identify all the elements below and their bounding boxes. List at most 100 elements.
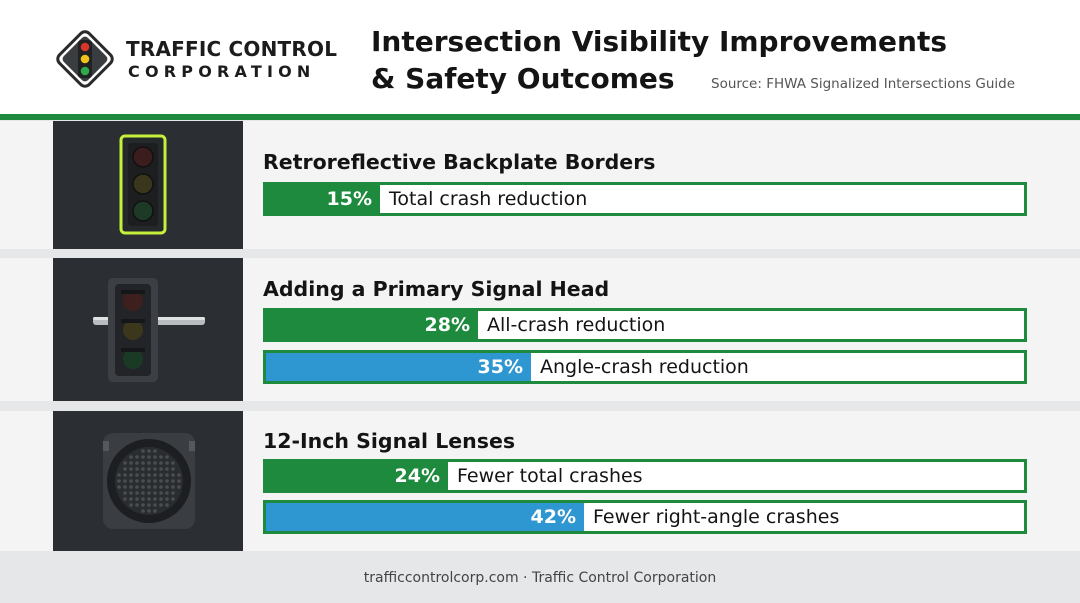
led-dot bbox=[165, 503, 169, 507]
led-dot bbox=[153, 449, 157, 453]
led-dot bbox=[123, 497, 127, 501]
led-dot bbox=[153, 479, 157, 483]
led-dot bbox=[135, 479, 139, 483]
led-dot bbox=[129, 455, 133, 459]
led-dot bbox=[165, 473, 169, 477]
led-dot bbox=[147, 485, 151, 489]
led-dot bbox=[165, 485, 169, 489]
bar-category-label: All-crash reduction bbox=[487, 314, 666, 336]
led-dot bbox=[153, 461, 157, 465]
thumbnail-signal-lens bbox=[53, 411, 243, 551]
led-dot bbox=[141, 455, 145, 459]
led-dot bbox=[129, 485, 133, 489]
pole-mounted-signal-head-icon bbox=[93, 278, 205, 382]
header: TRAFFIC CONTROL CORPORATION Intersection… bbox=[0, 0, 1080, 114]
page-title-line1: Intersection Visibility Improvements bbox=[371, 25, 948, 58]
led-dot bbox=[165, 461, 169, 465]
led-dot bbox=[153, 497, 157, 501]
led-dot bbox=[165, 491, 169, 495]
led-dot bbox=[141, 509, 145, 513]
traffic-light-with-reflective-border-icon bbox=[119, 134, 167, 235]
led-dot bbox=[147, 497, 151, 501]
led-dot bbox=[177, 479, 181, 483]
led-dot bbox=[135, 503, 139, 507]
led-dot bbox=[123, 461, 127, 465]
thumbnail-signal-head bbox=[53, 258, 243, 401]
bar-category-label: Fewer right-angle crashes bbox=[593, 506, 840, 528]
led-dot bbox=[147, 509, 151, 513]
led-dot bbox=[129, 479, 133, 483]
led-dot bbox=[159, 497, 163, 501]
led-dot bbox=[141, 461, 145, 465]
brand-logo[interactable]: TRAFFIC CONTROL CORPORATION bbox=[52, 26, 342, 92]
led-dot bbox=[123, 467, 127, 471]
led-dot bbox=[129, 497, 133, 501]
led-dot bbox=[153, 455, 157, 459]
led-dot bbox=[159, 503, 163, 507]
footer-text: trafficcontrolcorp.com · Traffic Control… bbox=[363, 570, 717, 586]
source-note: Source: FHWA Signalized Intersections Gu… bbox=[711, 76, 1016, 92]
bar-fill bbox=[266, 353, 531, 381]
led-dot bbox=[171, 497, 175, 501]
led-dot bbox=[171, 473, 175, 477]
led-dot bbox=[165, 455, 169, 459]
led-dot bbox=[141, 479, 145, 483]
led-dot bbox=[159, 455, 163, 459]
bar-value-label: 42% bbox=[530, 506, 576, 528]
header-divider bbox=[0, 114, 1080, 120]
led-dot bbox=[165, 497, 169, 501]
thumbnail-backplate bbox=[53, 121, 243, 249]
bar-fill bbox=[266, 462, 448, 490]
bar-value-label: 15% bbox=[326, 188, 372, 210]
led-dot bbox=[147, 467, 151, 471]
led-dot bbox=[147, 461, 151, 465]
led-dot bbox=[129, 461, 133, 465]
led-dot bbox=[117, 473, 121, 477]
panel-title: Adding a Primary Signal Head bbox=[263, 277, 610, 301]
led-dot bbox=[117, 485, 121, 489]
bar-2-1: 42% Fewer right-angle crashes bbox=[263, 500, 1027, 534]
bar-category-label: Angle-crash reduction bbox=[540, 356, 749, 378]
led-dot bbox=[141, 449, 145, 453]
led-dot bbox=[135, 497, 139, 501]
led-dot bbox=[153, 485, 157, 489]
led-dot bbox=[171, 461, 175, 465]
led-dot bbox=[147, 455, 151, 459]
led-dot bbox=[171, 485, 175, 489]
led-dot bbox=[129, 467, 133, 471]
led-dot bbox=[123, 479, 127, 483]
led-dot bbox=[159, 467, 163, 471]
led-dot bbox=[135, 473, 139, 477]
bar-fill bbox=[266, 503, 584, 531]
bar-value-label: 35% bbox=[477, 356, 523, 378]
led-dot bbox=[153, 491, 157, 495]
led-dot bbox=[165, 467, 169, 471]
bar-fill bbox=[266, 311, 478, 339]
bar-category-label: Fewer total crashes bbox=[457, 465, 643, 487]
panel-primary-signal-head: Adding a Primary Signal Head 28% All-cras… bbox=[0, 258, 1080, 401]
brand-name-line1: TRAFFIC CONTROL bbox=[126, 37, 338, 61]
led-dot bbox=[153, 503, 157, 507]
panel-signal-lenses: 12-Inch Signal Lenses 24% Fewer total cra… bbox=[0, 411, 1080, 551]
led-signal-lens-icon bbox=[103, 433, 195, 529]
brand-name-line2: CORPORATION bbox=[128, 62, 316, 81]
led-dot bbox=[129, 473, 133, 477]
led-dot bbox=[135, 485, 139, 489]
led-dot bbox=[141, 497, 145, 501]
led-dot bbox=[135, 461, 139, 465]
led-dot bbox=[141, 485, 145, 489]
traffic-light-diamond-icon bbox=[56, 30, 114, 88]
led-dot bbox=[171, 491, 175, 495]
led-dot bbox=[165, 479, 169, 483]
panel-backplate-borders: Retroreflective Backplate Borders 15% Tot… bbox=[0, 121, 1080, 249]
led-dot bbox=[141, 491, 145, 495]
led-dot bbox=[171, 479, 175, 483]
panel-title: 12-Inch Signal Lenses bbox=[263, 429, 516, 453]
led-dot bbox=[141, 473, 145, 477]
led-dot bbox=[159, 461, 163, 465]
page-title: Intersection Visibility Improvements & S… bbox=[371, 23, 947, 97]
bar-value-label: 24% bbox=[394, 465, 440, 487]
page-title-line2: & Safety Outcomes bbox=[371, 62, 675, 95]
led-dot bbox=[177, 473, 181, 477]
led-dot bbox=[153, 509, 157, 513]
